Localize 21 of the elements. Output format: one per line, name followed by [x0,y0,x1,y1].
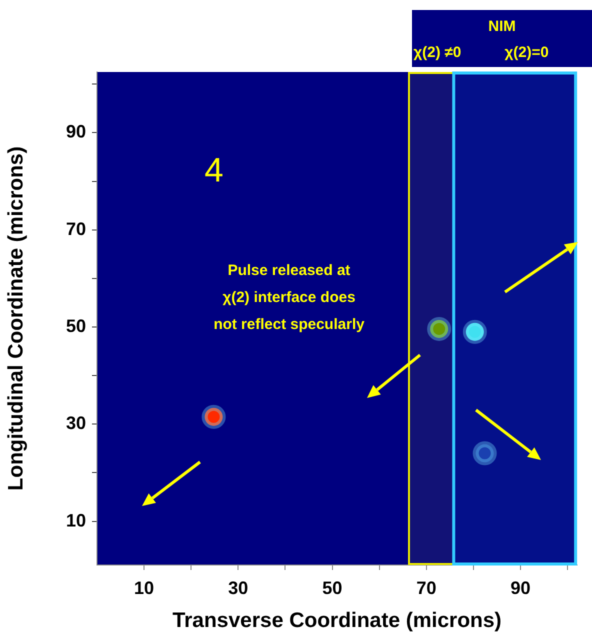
x-tick-label: 10 [134,578,154,598]
x-tick-label: 70 [416,578,436,598]
band-label: χ(2)=0 [504,44,549,62]
point [462,320,487,344]
band-label: χ(2) ≠0 [413,44,462,62]
x-tick-label: 30 [228,578,248,598]
y-tick-label: 90 [66,122,86,142]
y-axis-title: Longitudinal Coordinate (microns) [4,146,28,491]
y-tick-label: 50 [66,316,86,336]
x-tick-label: 90 [510,578,531,598]
annotation: 4 [204,151,224,190]
x-axis-title: Transverse Coordinate (microns) [172,609,502,632]
y-tick-label: 10 [66,510,86,530]
point [472,441,497,466]
point [202,404,226,429]
y-tick-label: 30 [66,413,86,434]
text: NIM [488,18,516,36]
y-tick-label: 70 [66,218,86,239]
x-tick-label: 50 [322,578,342,598]
annotation: Pulse released at χ(2) interface does not reflect specularly [214,262,366,334]
point [427,316,452,341]
